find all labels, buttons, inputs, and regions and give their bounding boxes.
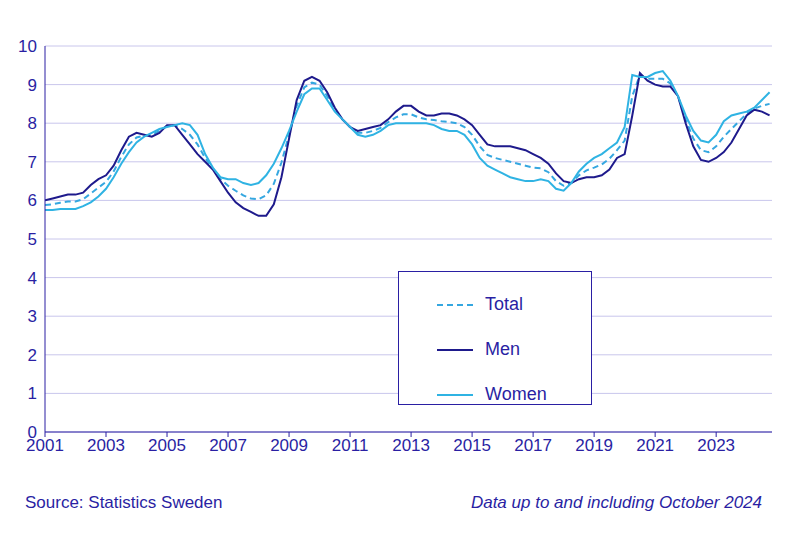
svg-text:2015: 2015 — [453, 436, 491, 455]
svg-text:7: 7 — [28, 153, 37, 172]
html-text:Women: Women — [485, 384, 547, 404]
svg-text:2019: 2019 — [575, 436, 613, 455]
svg-text:1: 1 — [28, 384, 37, 403]
svg-text:6: 6 — [28, 191, 37, 210]
svg-text:2017: 2017 — [514, 436, 552, 455]
svg-text:2005: 2005 — [148, 436, 186, 455]
svg-text:2001: 2001 — [26, 436, 64, 456]
svg-text:2007: 2007 — [209, 436, 247, 455]
html-text:Data up to and including Octob: Data up to and including October 2024 — [470, 493, 762, 512]
svg-text:3: 3 — [28, 307, 37, 326]
svg-text:2021: 2021 — [636, 436, 674, 455]
svg-text:2003: 2003 — [87, 436, 125, 455]
svg-text:4: 4 — [28, 269, 37, 288]
svg-text:2013: 2013 — [392, 436, 430, 455]
html-text:Men: Men — [485, 339, 520, 359]
svg-text:2009: 2009 — [270, 436, 308, 455]
svg-text:0: 0 — [28, 423, 37, 442]
svg-text:9: 9 — [28, 76, 37, 95]
svg-text:10: 10 — [18, 37, 37, 56]
svg-text:2: 2 — [28, 346, 37, 365]
svg-text:2011: 2011 — [332, 436, 369, 455]
svg-text:5: 5 — [28, 230, 37, 249]
svg-text:2023: 2023 — [697, 436, 735, 455]
svg-text:8: 8 — [28, 114, 37, 133]
html-text:Source: Statistics Sweden: Source: Statistics Sweden — [25, 493, 223, 512]
html-text:Total: Total — [485, 294, 523, 314]
